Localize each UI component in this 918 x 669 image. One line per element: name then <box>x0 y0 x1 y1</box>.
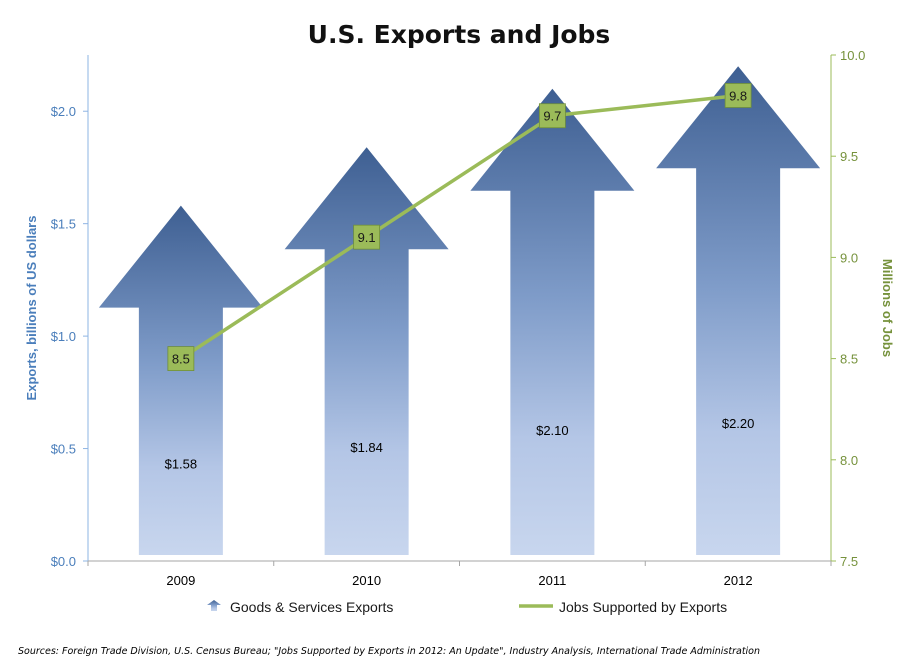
source-note: Sources: Foreign Trade Division, U.S. Ce… <box>18 646 760 657</box>
axes: $0.0 $0.5 $1.0 $1.5 $2.0 7.5 8.0 8.5 9.0 9.5 10.0 2… <box>24 48 895 588</box>
bar-series: $1.58 $1.84 $2.10 $2.20 <box>98 66 821 556</box>
jobs-point-marker <box>538 103 566 129</box>
jobs-point-marker <box>167 346 195 372</box>
right-tick-label: 9.0 <box>840 250 858 265</box>
x-tick-label: 2010 <box>352 573 381 588</box>
legend-label-jobs: Jobs Supported by Exports <box>559 599 727 615</box>
bar-arrow <box>656 66 821 555</box>
legend-label-exports: Goods & Services Exports <box>230 599 393 615</box>
jobs-data-label: 9.1 <box>358 230 376 245</box>
chart-title: U.S. Exports and Jobs <box>308 20 611 49</box>
line-series: 8.5 9.1 9.7 9.8 <box>167 83 752 372</box>
bar-data-label: $1.84 <box>350 440 383 455</box>
jobs-line <box>179 93 739 361</box>
bar-arrow <box>470 88 635 555</box>
bar-data-label: $2.10 <box>536 423 569 438</box>
left-tick-label: $2.0 <box>51 104 76 119</box>
right-tick-label: 10.0 <box>840 48 865 63</box>
jobs-data-label: 9.8 <box>729 88 747 103</box>
jobs-data-label: 9.7 <box>543 109 561 124</box>
x-tick-label: 2011 <box>538 573 566 588</box>
x-tick-label: 2012 <box>724 573 753 588</box>
legend-arrow-icon <box>207 600 221 611</box>
right-tick-label: 7.5 <box>840 554 858 569</box>
right-tick-label: 8.5 <box>840 352 858 367</box>
jobs-data-label: 8.5 <box>172 352 190 367</box>
legend: Goods & Services Exports Jobs Supported b… <box>207 599 727 615</box>
bar-data-label: $2.20 <box>722 416 755 431</box>
left-tick-label: $1.5 <box>51 217 76 232</box>
bar-arrow <box>284 147 449 555</box>
right-tick-label: 9.5 <box>840 149 858 164</box>
left-axis-title: Exports, billions of US dollars <box>24 216 39 401</box>
x-tick-label: 2009 <box>166 573 195 588</box>
bar-arrow <box>98 205 263 556</box>
right-axis-title: Millions of Jobs <box>880 259 895 357</box>
jobs-point-marker <box>724 83 752 108</box>
jobs-point-marker <box>353 224 381 250</box>
right-tick-label: 8.0 <box>840 453 858 468</box>
bar-data-label: $1.58 <box>165 457 198 472</box>
left-tick-label: $1.0 <box>51 329 76 344</box>
left-tick-label: $0.0 <box>51 554 76 569</box>
left-tick-label: $0.5 <box>51 442 76 457</box>
